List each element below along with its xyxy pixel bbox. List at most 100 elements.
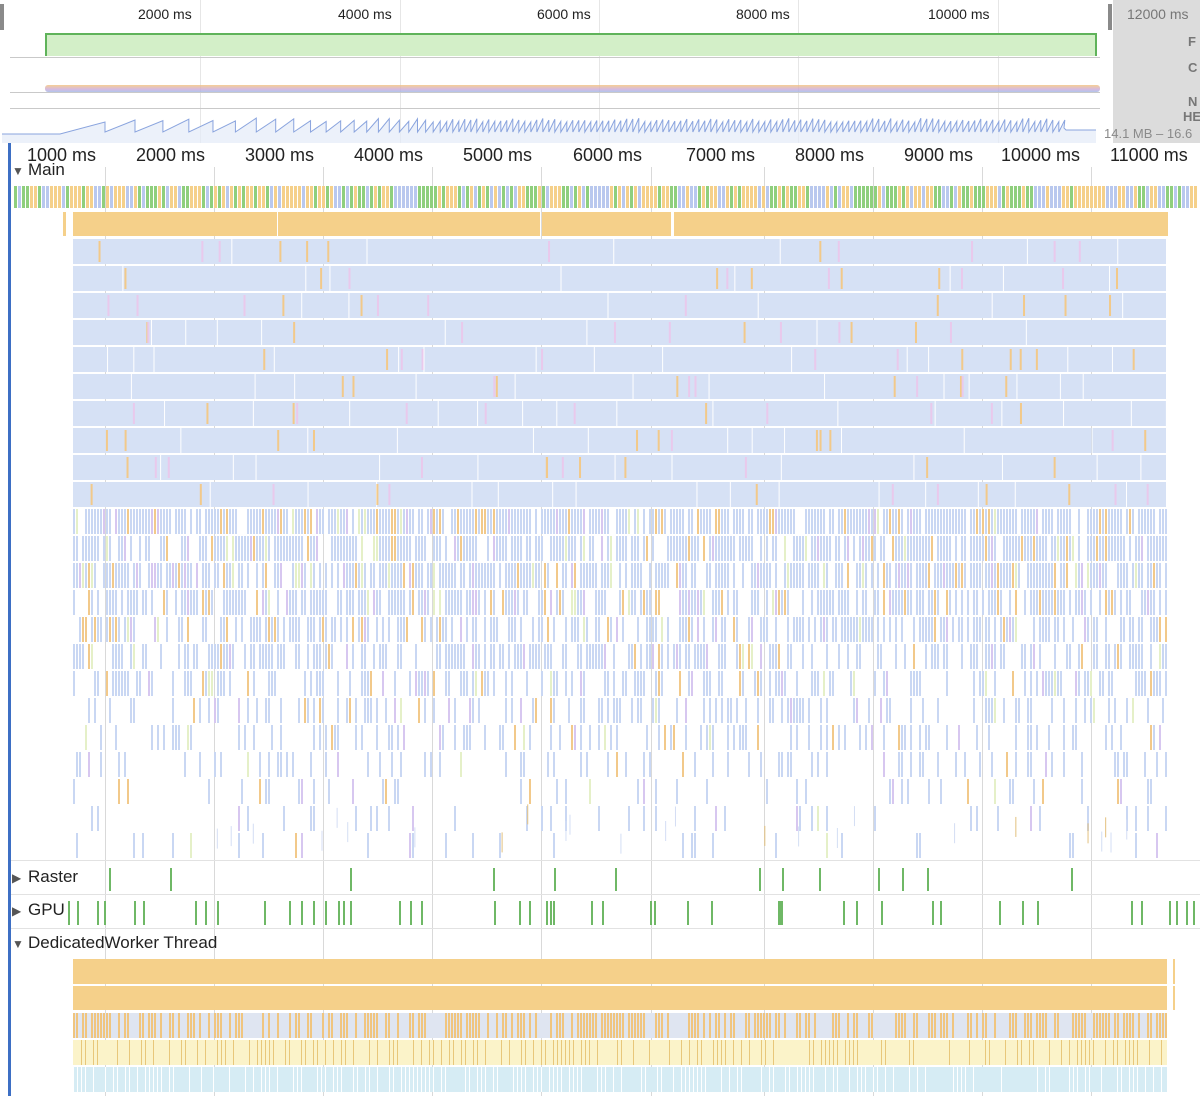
function-call[interactable]	[493, 509, 495, 534]
function-call[interactable]	[562, 590, 564, 615]
function-call[interactable]	[1054, 671, 1056, 696]
function-call[interactable]	[1033, 617, 1035, 642]
function-call[interactable]	[733, 590, 735, 615]
function-call[interactable]	[553, 536, 555, 561]
frame-event[interactable]	[1034, 186, 1037, 208]
function-call[interactable]	[446, 320, 587, 345]
function-call[interactable]	[418, 698, 420, 723]
worker-event[interactable]	[1126, 1013, 1128, 1038]
function-call[interactable]	[220, 752, 222, 777]
function-call[interactable]	[130, 698, 132, 723]
function-call[interactable]	[934, 509, 936, 534]
function-call[interactable]	[985, 644, 987, 669]
function-call[interactable]	[583, 536, 585, 561]
function-call[interactable]	[568, 536, 570, 561]
function-call[interactable]	[799, 617, 801, 642]
function-call[interactable]	[187, 590, 189, 615]
function-call[interactable]	[1159, 590, 1161, 615]
function-call[interactable]	[298, 536, 300, 561]
function-call[interactable]	[400, 698, 402, 723]
function-call[interactable]	[1048, 509, 1050, 534]
function-call[interactable]	[247, 752, 249, 777]
function-call[interactable]	[217, 644, 219, 669]
function-call[interactable]	[733, 536, 735, 561]
function-call[interactable]	[553, 698, 555, 723]
function-call[interactable]	[1027, 752, 1029, 777]
function-call[interactable]	[265, 563, 267, 588]
function-call[interactable]	[79, 617, 81, 642]
function-call[interactable]	[123, 266, 305, 291]
function-call[interactable]	[340, 536, 342, 561]
function-call[interactable]	[364, 509, 366, 534]
function-call[interactable]	[493, 536, 495, 561]
function-call[interactable]	[1000, 590, 1002, 615]
function-call[interactable]	[133, 617, 135, 642]
frame-event[interactable]	[826, 186, 829, 208]
function-call[interactable]	[1051, 752, 1053, 777]
function-call[interactable]	[466, 671, 468, 696]
function-call[interactable]	[445, 644, 447, 669]
raster-event[interactable]	[759, 868, 761, 891]
function-call[interactable]	[166, 563, 168, 588]
worker-event[interactable]	[533, 1067, 534, 1092]
function-call[interactable]	[940, 563, 942, 588]
worker-event[interactable]	[295, 1013, 297, 1038]
function-call[interactable]	[997, 590, 999, 615]
frame-event[interactable]	[1010, 186, 1013, 208]
function-call[interactable]	[493, 617, 495, 642]
function-call[interactable]	[682, 509, 684, 534]
function-call[interactable]	[496, 536, 498, 561]
function-call[interactable]	[172, 698, 174, 723]
function-call[interactable]	[439, 725, 441, 750]
function-call[interactable]	[871, 509, 873, 534]
function-call[interactable]	[310, 590, 312, 615]
function-call[interactable]	[118, 644, 120, 669]
function-call[interactable]	[1156, 617, 1158, 642]
function-call[interactable]	[277, 536, 279, 561]
frame-event[interactable]	[310, 186, 313, 208]
function-call[interactable]	[134, 347, 153, 372]
function-call[interactable]	[892, 509, 894, 534]
function-call[interactable]	[571, 509, 573, 534]
function-call[interactable]	[259, 617, 261, 642]
worker-event[interactable]	[717, 1040, 718, 1065]
function-call[interactable]	[835, 563, 837, 588]
function-call[interactable]	[532, 617, 534, 642]
frame-event[interactable]	[622, 186, 625, 208]
function-call[interactable]	[1042, 590, 1044, 615]
function-call[interactable]	[1153, 725, 1155, 750]
frame-event[interactable]	[338, 186, 341, 208]
worker-event[interactable]	[825, 1040, 826, 1065]
function-call[interactable]	[1069, 833, 1071, 858]
function-call[interactable]	[448, 644, 450, 669]
function-call[interactable]	[790, 752, 792, 777]
function-call[interactable]	[409, 536, 411, 561]
function-call[interactable]	[534, 428, 588, 453]
function-call[interactable]	[508, 563, 510, 588]
frame-event[interactable]	[1118, 186, 1121, 208]
function-call[interactable]	[889, 563, 891, 588]
frame-event[interactable]	[898, 186, 901, 208]
function-call[interactable]	[527, 804, 528, 824]
function-call[interactable]	[1009, 536, 1011, 561]
worker-event[interactable]	[1153, 1067, 1154, 1092]
worker-event[interactable]	[1101, 1067, 1102, 1092]
worker-event[interactable]	[496, 1013, 498, 1038]
function-call[interactable]	[608, 293, 757, 318]
function-call[interactable]	[94, 509, 96, 534]
function-call[interactable]	[979, 536, 981, 561]
function-call[interactable]	[145, 644, 147, 669]
function-call[interactable]	[709, 698, 711, 723]
function-call[interactable]	[1009, 617, 1011, 642]
function-call[interactable]	[1156, 563, 1158, 588]
function-call[interactable]	[710, 374, 824, 399]
worker-event[interactable]	[1024, 1013, 1026, 1038]
function-call[interactable]	[1165, 644, 1167, 669]
worker-event[interactable]	[940, 1013, 942, 1038]
function-call[interactable]	[451, 563, 453, 588]
function-call[interactable]	[1093, 536, 1095, 561]
function-call[interactable]	[352, 509, 354, 534]
worker-event[interactable]	[1099, 1013, 1101, 1038]
frame-event[interactable]	[26, 186, 29, 208]
function-call[interactable]	[352, 617, 354, 642]
